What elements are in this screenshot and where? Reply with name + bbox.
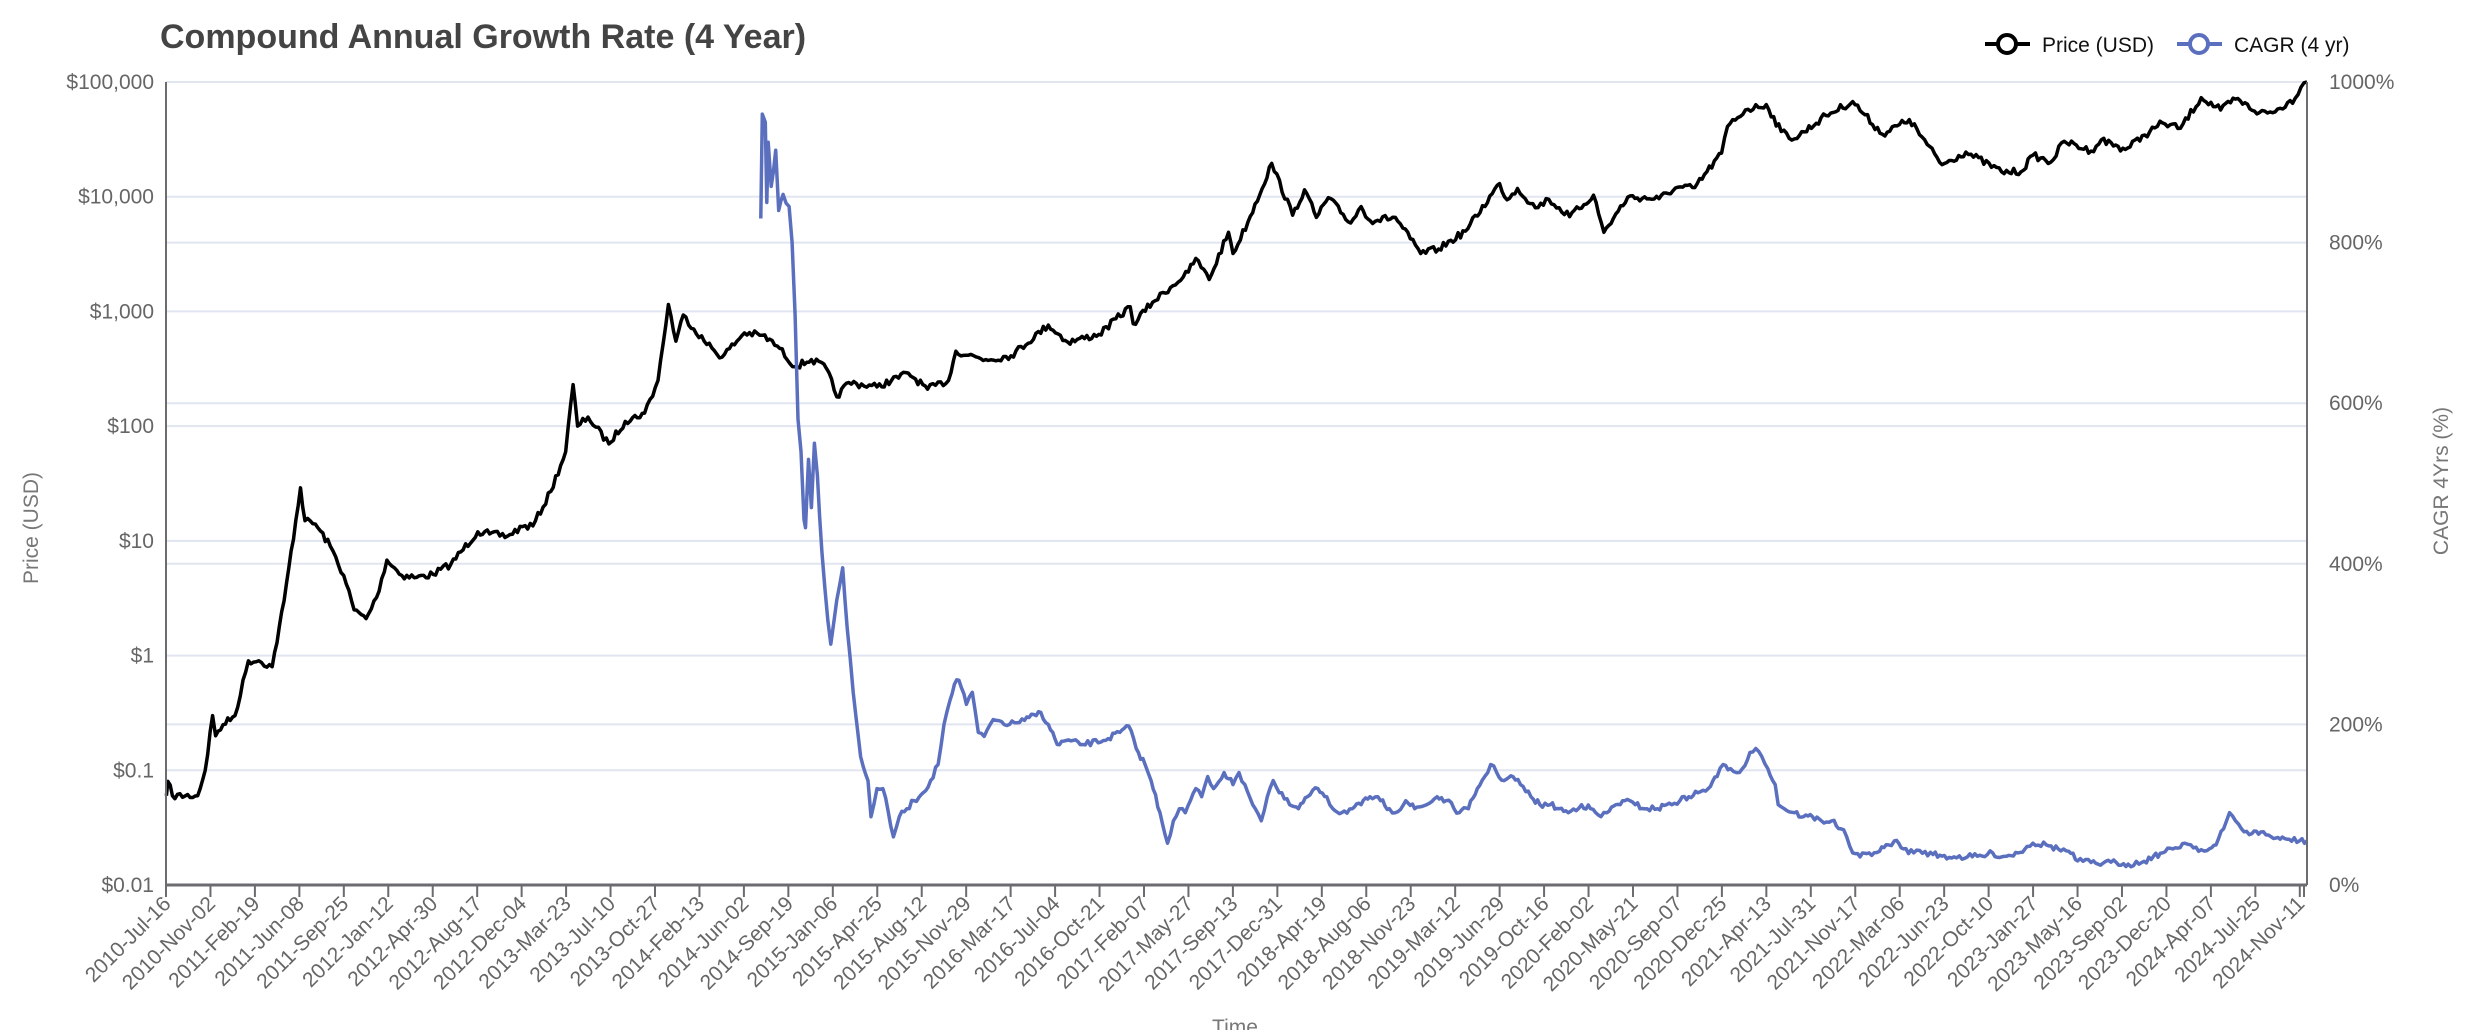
right-tick-label: 600% [2329,392,2383,415]
right-axis-ticks: 0% 200% 400% 600% 800% 1000% [2329,71,2394,897]
left-tick-label: $0.01 [101,874,154,897]
left-axis-ticks: $0.01 $0.1 $1 $10 $100 $1,000 $10,000 $100,000 [66,71,154,897]
price-series-line [164,80,2308,801]
legend-price-marker-icon [1996,33,2018,55]
left-tick-label: $0.1 [113,759,154,782]
legend-item-cagr[interactable]: CAGR (4 yr) [2177,33,2350,57]
right-axis-title: CAGR 4Yrs (%) [2430,407,2453,555]
left-tick-label: $10 [119,530,154,553]
x-axis-title: Time [1212,1016,1258,1030]
legend-cagr-label: CAGR (4 yr) [2234,34,2350,57]
left-axis-title: Price (USD) [20,472,43,584]
gridlines [166,81,2307,772]
left-tick-label: $100 [107,415,154,438]
legend-price-label: Price (USD) [2042,34,2154,57]
x-axis-ticks: 2010-Jul-162010-Nov-022011-Feb-192011-Ju… [81,885,2309,996]
legend-item-price[interactable]: Price (USD) [1985,33,2154,57]
legend: Price (USD) CAGR (4 yr) [1985,33,2350,57]
right-tick-label: 1000% [2329,71,2394,94]
legend-cagr-marker-icon [2188,33,2210,55]
right-tick-label: 800% [2329,232,2383,255]
left-tick-label: $1 [131,645,154,668]
right-tick-label: 200% [2329,713,2383,736]
right-tick-label: 0% [2329,874,2359,897]
cagr-series-line [759,112,2309,869]
left-tick-label: $10,000 [78,186,154,209]
left-tick-label: $1,000 [90,300,154,323]
chart-title: Compound Annual Growth Rate (4 Year) [160,18,806,56]
right-tick-label: 400% [2329,553,2383,576]
axes [165,82,2308,887]
series-lines [164,80,2309,869]
left-tick-label: $100,000 [66,71,154,94]
